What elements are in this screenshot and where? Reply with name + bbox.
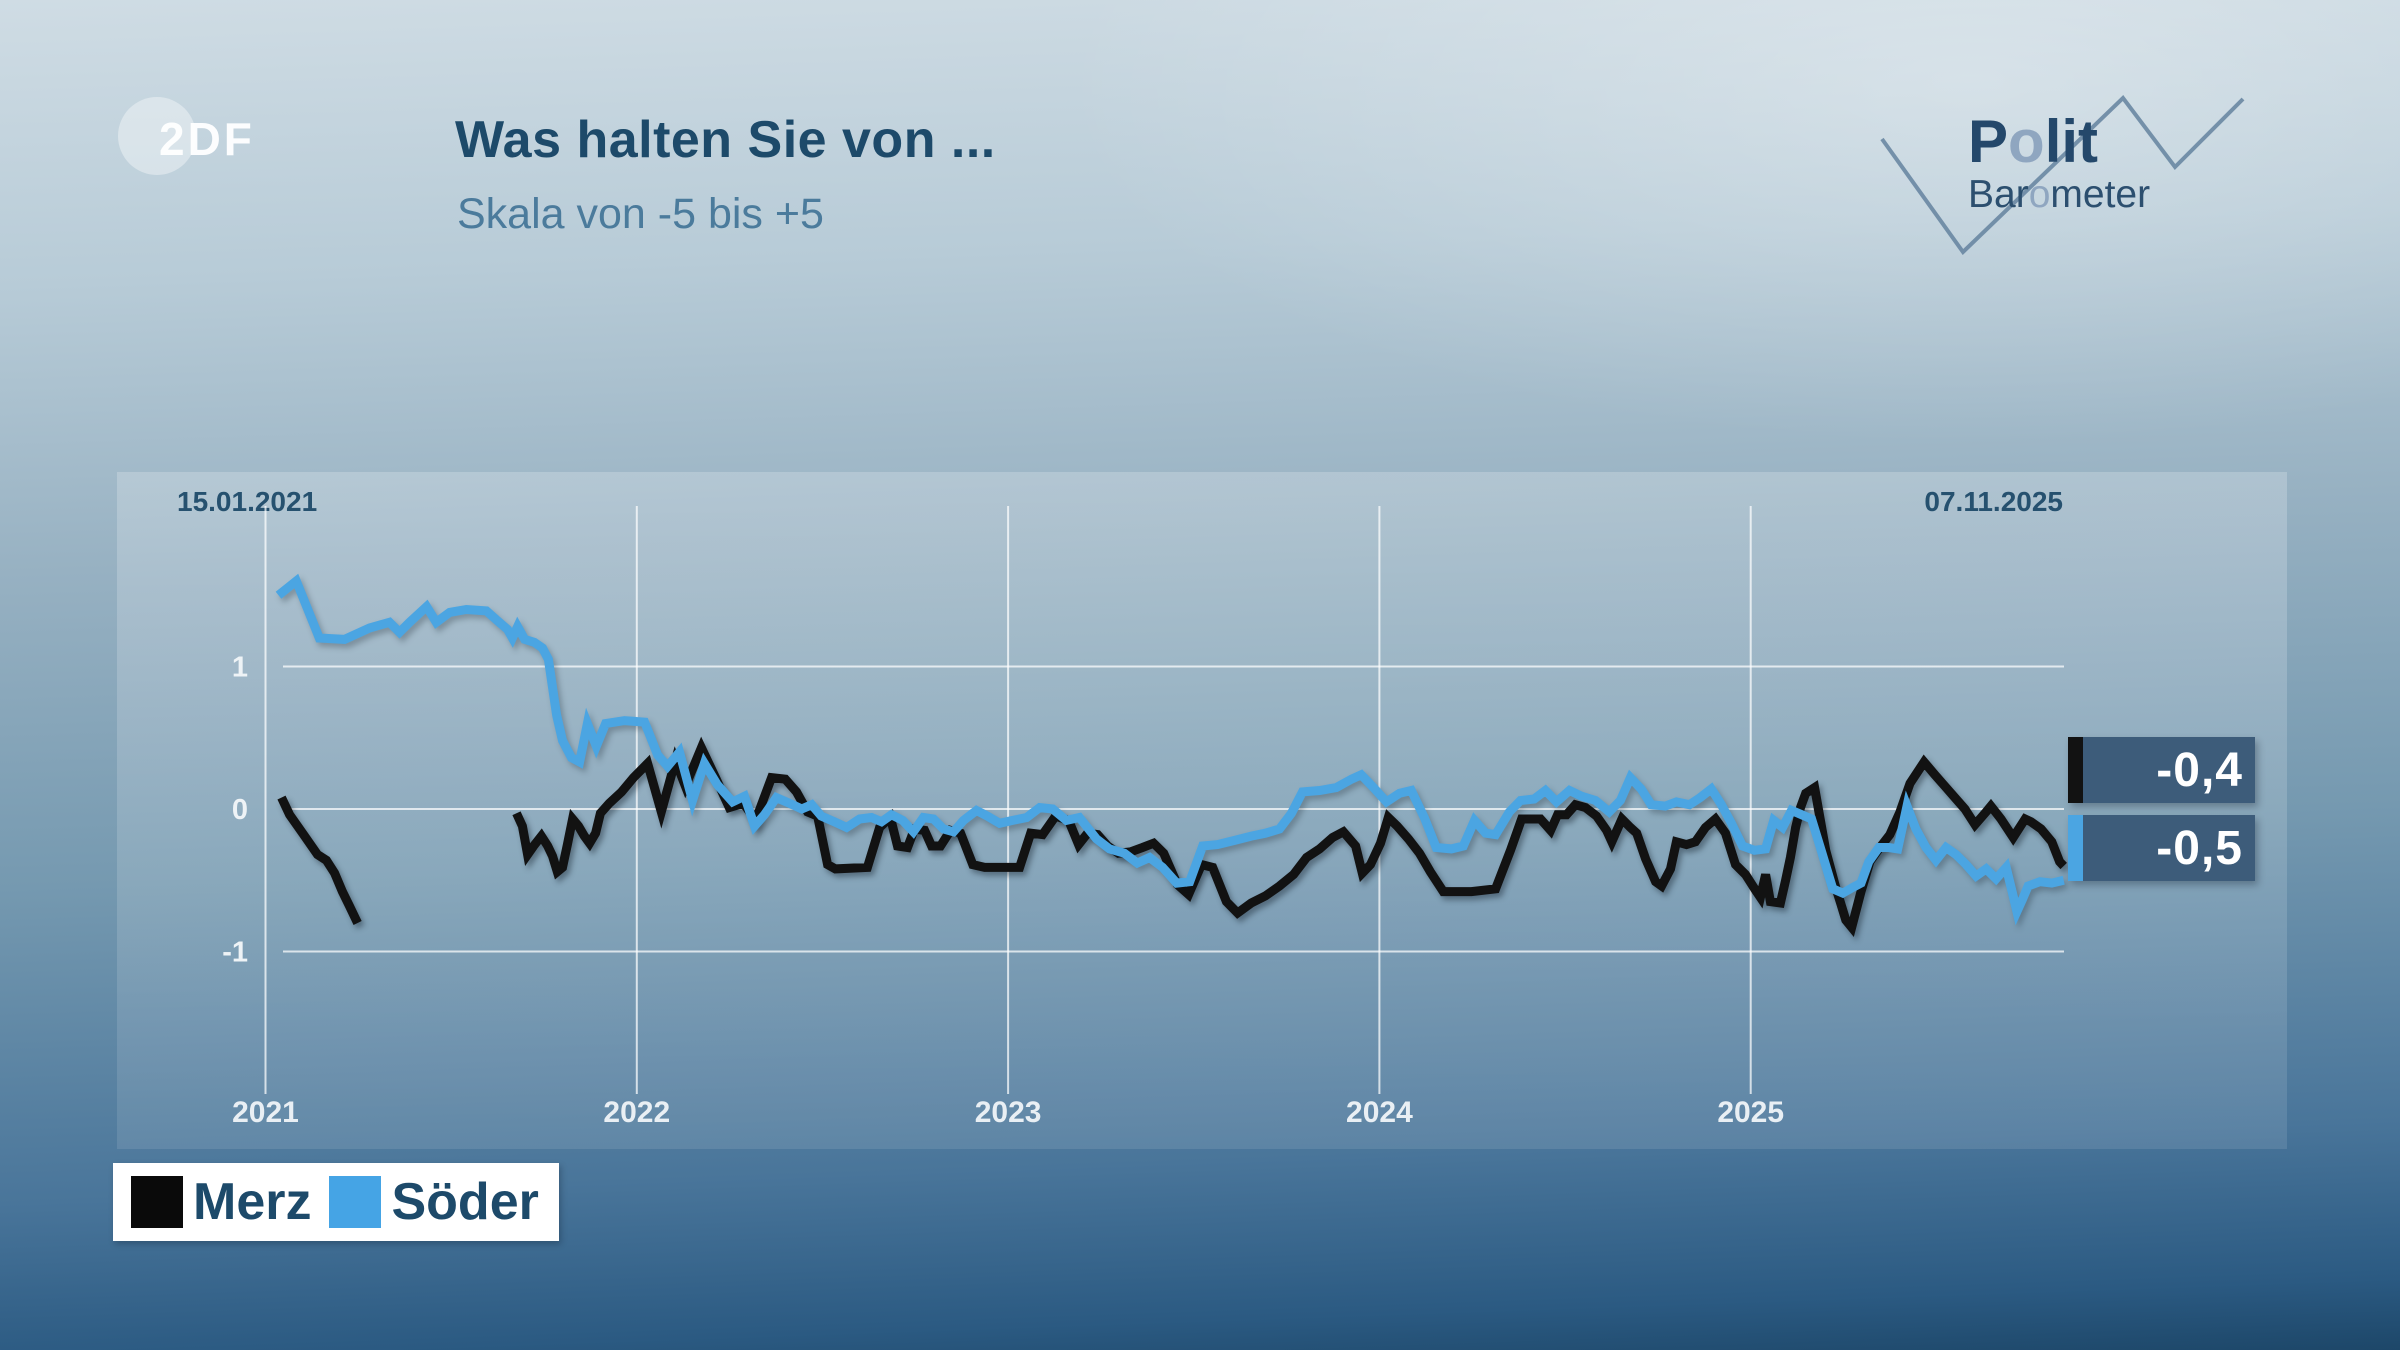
legend-label-merz: Merz [193, 1173, 312, 1231]
chart-legend: Merz Söder [113, 1163, 559, 1241]
politbarometer-logo: Polit Barometer [1880, 85, 2270, 280]
chart-panel: 15.01.2021 07.11.2025 [117, 472, 2287, 1149]
zdf-logo-circle-icon [118, 97, 196, 175]
chart-end-date: 07.11.2025 [1924, 486, 2063, 517]
page-subtitle: Skala von -5 bis +5 [457, 190, 824, 238]
chart-start-date: 15.01.2021 [177, 486, 318, 517]
zigzag-icon [1880, 94, 2245, 256]
value-box-merz-label: -0,4 [2156, 743, 2243, 797]
zdf-logo-text: 2DF [159, 113, 255, 165]
value-box-soeder-label: -0,5 [2156, 821, 2243, 875]
legend-label-soeder: Söder [391, 1173, 539, 1231]
legend-swatch-merz [131, 1176, 183, 1228]
politbarometer-logo-line2: Barometer [1968, 173, 2151, 216]
politbarometer-logo-line1: Polit [1968, 108, 2099, 175]
page-title: Was halten Sie von ... [455, 111, 996, 169]
value-box-soeder-color-tab [2068, 815, 2083, 881]
value-box-soeder: -0,5 [2068, 815, 2255, 881]
legend-swatch-soeder [329, 1176, 382, 1228]
value-box-merz-color-tab [2068, 737, 2083, 803]
value-box-merz: -0,4 [2068, 737, 2255, 803]
